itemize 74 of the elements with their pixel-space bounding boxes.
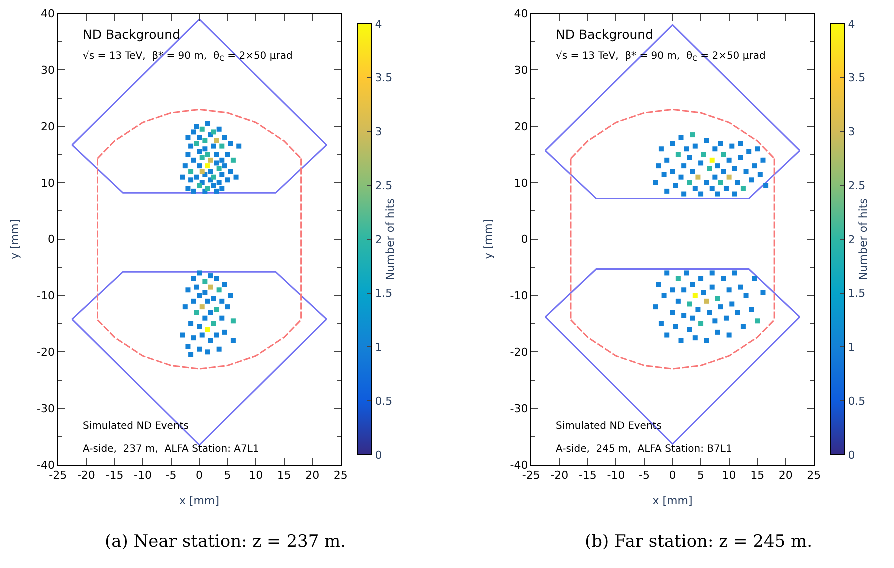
x-tick-label: 5 <box>698 469 705 482</box>
x-tick-label: -15 <box>106 469 124 482</box>
x-tick-label: 10 <box>722 469 736 482</box>
annotation: Simulated ND Events <box>83 421 189 432</box>
color-bar-label: 1.5 <box>848 287 866 300</box>
color-bar-label: 1 <box>375 341 382 354</box>
x-axis-title: x [mm] <box>180 494 220 508</box>
y-tick-label: -30 <box>510 402 528 416</box>
text: (a) Near station: z = 237 m. <box>105 532 346 552</box>
color-bar-label: 2 <box>848 233 856 246</box>
annotation: A-side, 245 m, ALFA Station: B7L1 <box>556 444 732 455</box>
x-tick-label: 20 <box>778 469 793 482</box>
y-tick-label: 30 <box>514 64 528 78</box>
annotation: √s = 13 TeV, β* = 90 m, θ$_{C}$ = 2×50 μrad <box>556 50 766 64</box>
color-bar-label: 0.5 <box>848 394 866 408</box>
text: (b) Far station: z = 245 m. <box>585 532 813 552</box>
y-tick-label: 10 <box>40 176 55 190</box>
y-tick-label: -40 <box>510 458 528 472</box>
y-tick-label: -10 <box>37 290 55 303</box>
y-tick-label: 40 <box>514 8 528 21</box>
x-tick-label: -25 <box>522 469 540 482</box>
y-tick-label: 0 <box>521 233 528 246</box>
x-tick-label: 25 <box>334 469 348 482</box>
y-tick-label: -30 <box>37 402 55 416</box>
color-bar-title: Number of hits <box>857 198 870 280</box>
color-bar-label: 3 <box>848 126 856 139</box>
x-tick-label: -20 <box>550 469 569 482</box>
x-tick-label: -15 <box>578 469 597 482</box>
color-bar-label: 2 <box>375 233 382 246</box>
x-tick-label: -10 <box>607 469 626 482</box>
y-tick-label: -40 <box>37 458 55 472</box>
x-tick-label: -5 <box>166 469 177 482</box>
x-tick-label: -25 <box>49 469 68 482</box>
y-tick-label: 20 <box>514 120 528 134</box>
color-bar-label: 0 <box>848 448 856 462</box>
y-tick-label: -20 <box>510 346 528 360</box>
x-tick-label: 0 <box>196 469 204 482</box>
color-bar-label: 0.5 <box>375 394 393 408</box>
color-bar-label: 3.5 <box>375 72 393 85</box>
x-tick-label: 0 <box>669 469 676 482</box>
y-axis-title: y [mm] <box>482 219 495 260</box>
y-tick-label: 30 <box>40 64 55 78</box>
annotation: Simulated ND Events <box>556 421 662 432</box>
color-bar-label: 0 <box>375 448 382 462</box>
y-tick-label: 20 <box>40 120 55 134</box>
x-tick-label: 25 <box>807 469 822 482</box>
annotation: √s = 13 TeV, β* = 90 m, θ$_{C}$ = 2×50 μrad <box>83 50 293 64</box>
color-bar-label: 4 <box>848 18 856 31</box>
x-tick-label: 15 <box>750 469 765 482</box>
color-bar-label: 3.5 <box>848 72 866 85</box>
color-bar-label: 2.5 <box>848 179 866 192</box>
annotation: ND Background <box>556 27 654 42</box>
color-bar-label: 1.5 <box>375 287 393 300</box>
color-bar-label: 1 <box>848 341 856 354</box>
x-tick-label: 10 <box>249 469 264 482</box>
annotation: ND Background <box>83 27 181 42</box>
x-tick-label: 20 <box>306 469 320 482</box>
y-tick-label: -10 <box>510 290 528 303</box>
color-bar-label: 2.5 <box>375 179 393 192</box>
y-tick-label: 40 <box>40 8 55 21</box>
x-tick-label: 15 <box>277 469 292 482</box>
color-bar-title: Number of hits <box>384 198 398 280</box>
y-tick-label: -20 <box>37 346 55 360</box>
y-tick-label: 0 <box>48 233 55 246</box>
x-tick-label: 5 <box>224 469 232 482</box>
color-bar-label: 4 <box>375 18 382 31</box>
x-tick-label: -20 <box>77 469 96 482</box>
y-tick-label: 10 <box>514 176 528 190</box>
annotation: A-side, 237 m, ALFA Station: A7L1 <box>83 444 260 455</box>
x-tick-label: -10 <box>134 469 152 482</box>
x-axis-title: x [mm] <box>652 494 693 508</box>
y-axis-title: y [mm] <box>8 219 22 260</box>
x-tick-label: -5 <box>639 469 650 482</box>
color-bar-label: 3 <box>375 126 382 139</box>
